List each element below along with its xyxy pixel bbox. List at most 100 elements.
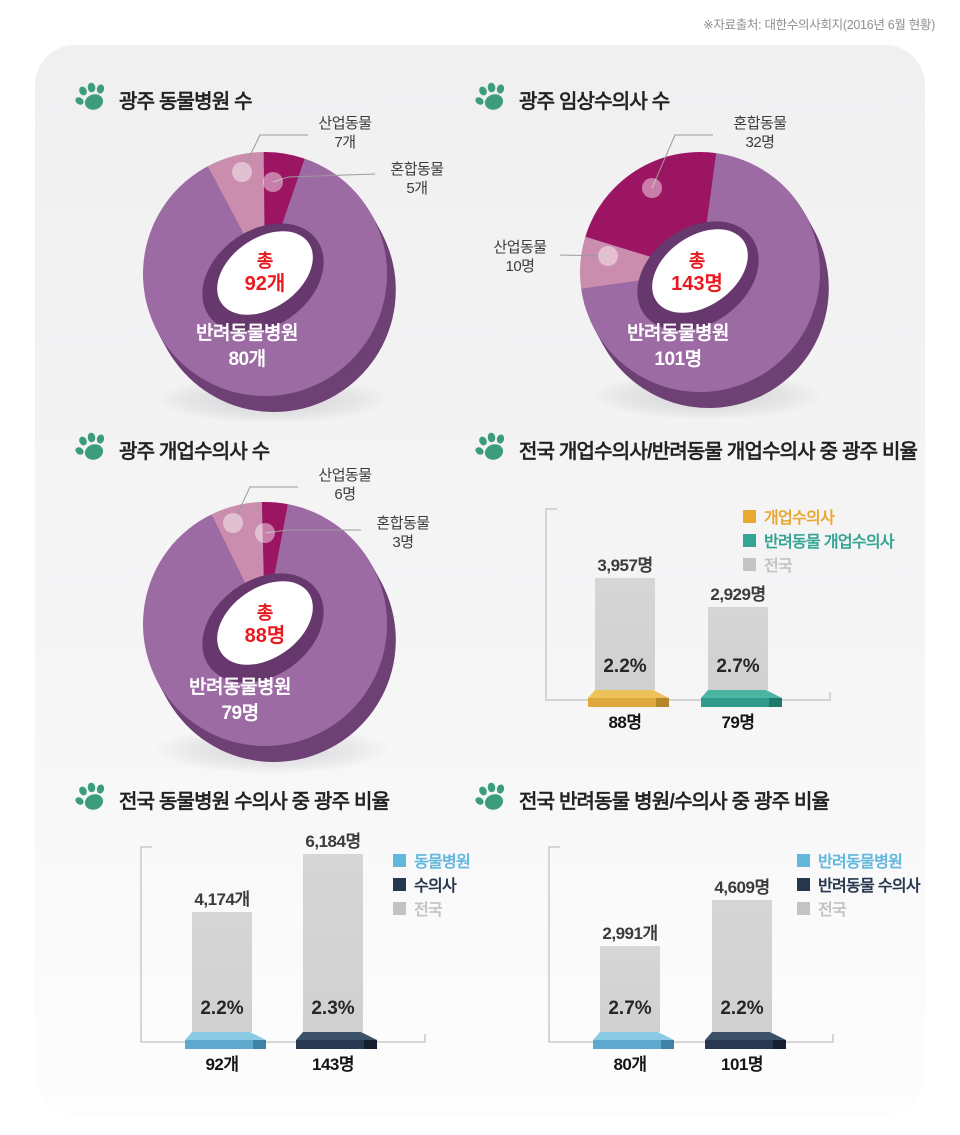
panel-hospital-count: 광주 동물병원 수 총 92개 반려동물병원 80개 산업동물 7개 혼합동물 5개 [75,78,485,428]
gwangju-percent-label: 2.2% [702,998,782,1020]
legend-swatch [393,877,406,891]
text-label: 2.2% [200,998,244,1019]
axis-line [548,846,834,1043]
text-label: 총 [256,251,274,271]
panel-clinical-vets: 광주 임상수의사 수 총 143명 반려동물병원 101명 혼합동물 32명 산업동물 10명 [475,78,925,428]
donut-chart-clinical-vets: 총 143명 반려동물병원 101명 혼합동물 32명 산업동물 10명 [475,78,925,428]
donut-hole [217,581,313,665]
donut-hole [217,231,313,315]
base-front-face [705,1040,786,1049]
text-label: 총 [688,251,706,271]
leader-line [232,486,298,524]
text-label: 3명 [392,534,414,551]
base-top-face [701,690,782,698]
paw-icon [475,432,509,467]
gwangju-value-label: 143명 [273,1050,393,1075]
donut-chart-hospitals: 총 92개 반려동물병원 80개 산업동물 7개 혼합동물 5개 [75,78,485,428]
text-label: 전국 [818,902,847,919]
gwangju-value-label: 80개 [570,1050,690,1075]
text-label: 92개 [205,1055,239,1074]
legend-item: 반려동물병원 [797,848,903,872]
text-label: 5개 [406,180,428,197]
panel-national-ratio-hospitals-vets: 전국 동물병원 수의사 중 광주 비율 4,174개 2.2% 92개 6,184명 2… [75,778,485,1115]
base-front-face [296,1040,377,1049]
text-label: 산업동물 [493,239,547,256]
text-label: 80개 [228,349,266,370]
base-top-face [185,1032,266,1040]
source-note: ※자료출처: 대한수의사회지(2016년 6월 현황) [703,18,935,32]
text-label: 혼합동물 [376,515,430,532]
panel-practicing-vets: 광주 개업수의사 수 총 88명 반려동물병원 79명 산업동물 6명 혼합동물 3명 [75,428,485,778]
donut-callout-label: 산업동물 7개 [300,114,390,152]
national-value-label: 3,957명 [555,551,695,576]
bar-chart-hospital-vet-ratio: 4,174개 2.2% 92개 6,184명 2.3% 143명 동물병원 수의사 전국 [75,778,485,1115]
slice-marker-dot [598,246,618,266]
legend-swatch [797,901,810,915]
panel-title: 전국 동물병원 수의사 중 광주 비율 [119,791,390,813]
text-label: 7개 [334,134,356,151]
text-label: 32명 [745,134,776,151]
legend-swatch [797,853,810,867]
slice-marker-dot [255,523,275,543]
bar-axis-svg [140,846,426,1043]
panel-header: 광주 임상수의사 수 [475,82,670,117]
base-front-face [701,698,782,707]
donut-total-label: 총 88명 [195,602,335,648]
text-label: 79명 [221,703,259,724]
legend-item: 전국 [743,552,793,576]
text-label: 88명 [608,713,642,732]
base-top-face [593,1032,674,1040]
donut-total-label: 총 92개 [195,250,335,296]
infographic-card: 광주 동물병원 수 총 92개 반려동물병원 80개 산업동물 7개 혼합동물 5개 광주 임… [35,45,925,1115]
national-value-label: 6,184명 [263,827,403,852]
legend-item: 전국 [797,896,847,920]
text-label: 88명 [244,625,286,647]
text-label: 92개 [244,273,286,295]
legend-swatch [743,533,756,547]
national-total-bar [708,607,768,690]
legend-swatch [743,557,756,571]
legend-item: 동물병원 [393,848,471,872]
text-label: 101명 [720,1055,764,1074]
text-label: 101명 [654,349,702,370]
slice-marker-dot [223,513,243,533]
text-label: 전국 [414,902,443,919]
bar-axis-svg [545,508,831,701]
text-label: 반려동물병원 [627,323,729,344]
legend-swatch [797,877,810,891]
text-label: 3,957명 [597,556,653,575]
legend-swatch [393,901,406,915]
paw-icon [75,432,109,467]
gwangju-share-base [296,1032,377,1049]
slice-marker-dot [263,172,283,192]
legend-swatch [393,853,406,867]
bar-chart-practicing-ratio: 3,957명 2.2% 88명 2,929명 2.7% 79명 개업수의사 반려동물 개업수의… [475,428,925,778]
national-value-label: 2,991개 [560,919,700,944]
gwangju-percent-label: 2.7% [590,998,670,1020]
donut-callout-label: 산업동물 10명 [478,238,562,276]
text-label: 반려동물 개업수의사 [764,534,895,551]
bar-chart-pet-ratio: 2,991개 2.7% 80개 4,609명 2.2% 101명 반려동물병원 반려동물 수의… [475,778,925,1115]
gwangju-share-base [185,1032,266,1049]
donut-main-slice-label: 반려동물병원 101명 [588,321,768,373]
legend-swatch [743,509,756,523]
text-label: 산업동물 [318,115,372,132]
paw-icon [75,782,109,817]
text-label: 80개 [613,1055,647,1074]
bar-axis-svg [548,846,834,1043]
national-value-label: 4,609명 [672,873,812,898]
legend-item: 반려동물 개업수의사 [743,528,895,552]
panel-header: 광주 동물병원 수 [75,82,253,117]
text-label: 전국 [764,558,793,575]
text-label: 2.3% [311,998,355,1019]
text-label: 반려동물병원 [189,677,291,698]
base-top-face [296,1032,377,1040]
gwangju-percent-label: 2.3% [293,998,373,1020]
panel-title: 전국 반려동물 병원/수의사 중 광주 비율 [519,791,830,813]
panel-title: 광주 개업수의사 수 [119,441,270,463]
donut-total-label: 총 143명 [627,250,767,296]
national-total-bar [303,854,363,1032]
text-label: 2.7% [608,998,652,1019]
gwangju-percent-label: 2.2% [585,656,665,678]
